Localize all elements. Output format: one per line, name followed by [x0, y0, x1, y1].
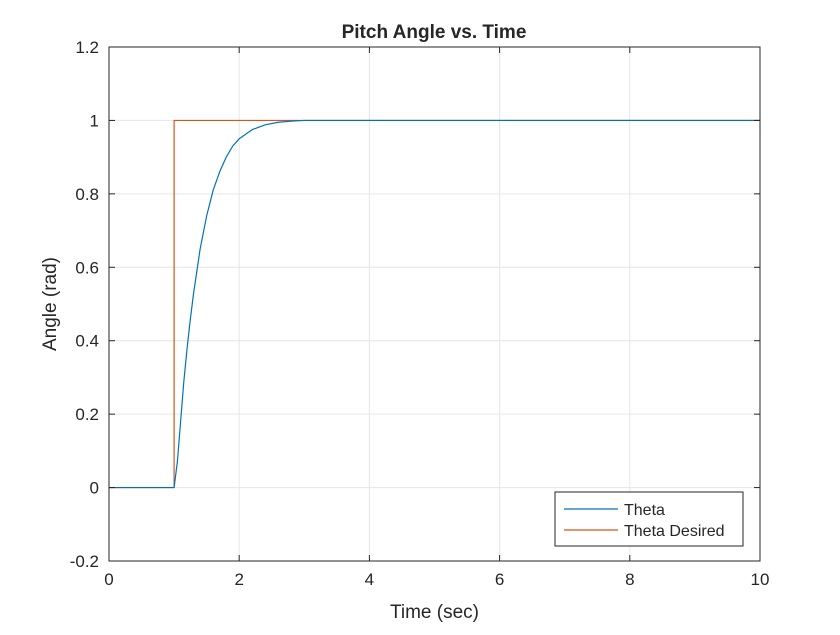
y-tick-label: 0.6	[75, 258, 99, 277]
y-tick-label: 1.2	[75, 38, 99, 57]
legend: Theta Theta Desired	[554, 491, 744, 547]
grid	[108, 46, 761, 562]
plot-area	[109, 119, 760, 489]
y-tick-label: -0.2	[70, 552, 99, 571]
legend-label-theta: Theta	[624, 502, 665, 519]
x-tick-label: 0	[104, 570, 113, 589]
y-tick-label: 0.8	[75, 185, 99, 204]
chart-title: Pitch Angle vs. Time	[342, 22, 527, 43]
axes-box	[108, 46, 761, 562]
legend-label-theta-desired: Theta Desired	[624, 523, 725, 540]
x-tick-label: 6	[495, 570, 504, 589]
y-tick-label: 1	[90, 111, 99, 130]
legend-box	[554, 491, 744, 547]
y-tick-label: 0.2	[75, 405, 99, 424]
x-tick-label: 2	[234, 570, 243, 589]
series-line-theta	[109, 119, 760, 489]
x-axis-label: Time (sec)	[390, 602, 479, 623]
x-tick-label: 10	[751, 570, 770, 589]
x-tick-label: 8	[625, 570, 634, 589]
y-tick-label: 0	[90, 479, 99, 498]
series-line-theta-desired	[109, 119, 760, 489]
ticks: 0 2 4 6 8 10 -0.2 0 0.2 0.4 0.6 0.8 1 1.2	[70, 38, 770, 589]
x-tick-label: 4	[365, 570, 374, 589]
y-axis-label: Angle (rad)	[40, 257, 61, 351]
y-tick-label: 0.4	[75, 332, 99, 351]
